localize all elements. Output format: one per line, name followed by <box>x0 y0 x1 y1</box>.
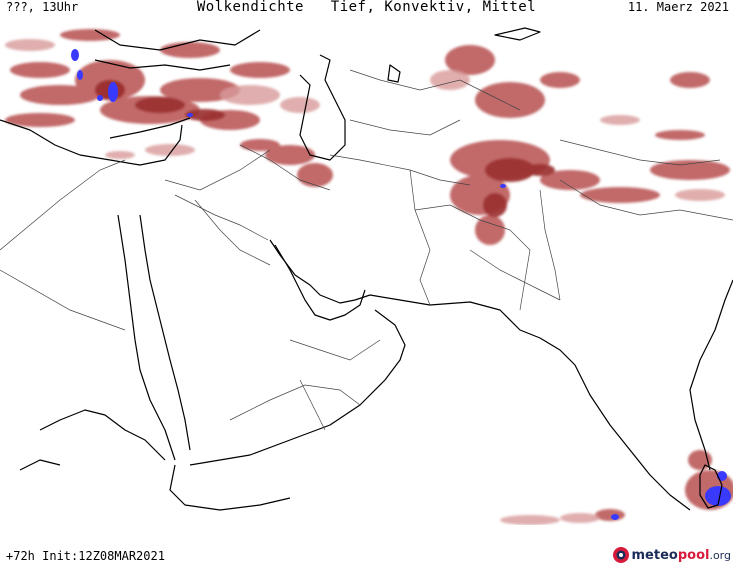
coastlines <box>0 27 733 511</box>
forecast-date: 11. Maerz 2021 <box>627 0 729 14</box>
run-info: +72h Init:12Z08MAR2021 <box>6 549 165 563</box>
meteopool-logo-icon <box>612 547 629 563</box>
cloud-layer <box>5 29 733 525</box>
header-bar: ???, 13Uhr Wolkendichte Tief, Konvektiv,… <box>0 0 733 20</box>
logo-text: meteopool.org <box>631 547 732 563</box>
weather-map <box>0 20 733 525</box>
meteopool-logo[interactable]: meteopool.org <box>612 544 732 566</box>
convective-layer <box>71 49 731 520</box>
country-borders <box>0 69 733 431</box>
location-time-label: ???, 13Uhr <box>6 0 79 14</box>
map-title: Wolkendichte Tief, Konvektiv, Mittel <box>196 0 537 15</box>
